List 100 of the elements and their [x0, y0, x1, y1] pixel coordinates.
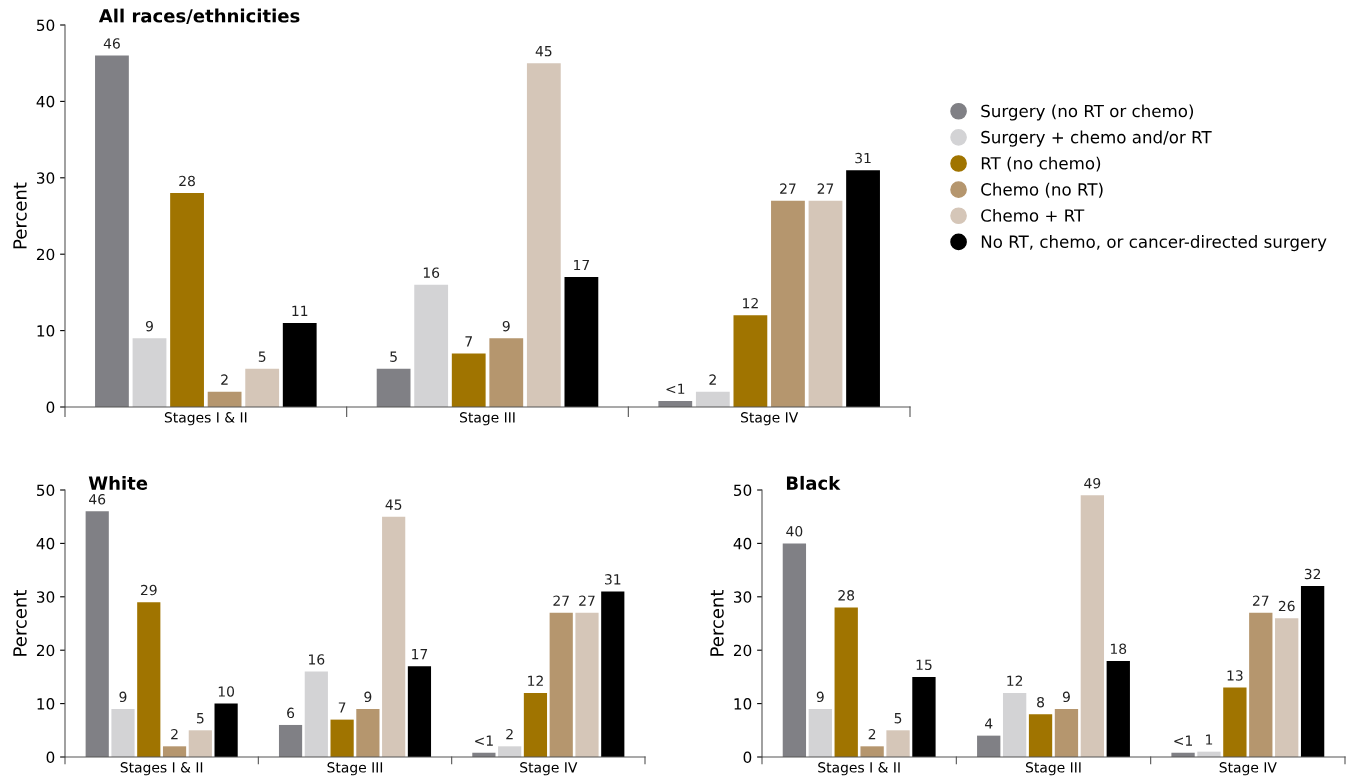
bar — [1223, 687, 1247, 757]
data-label: 12 — [743, 297, 758, 309]
data-label: 40 — [786, 526, 803, 537]
bar — [1106, 660, 1130, 757]
bar — [1028, 714, 1053, 757]
data-label: 12 — [1007, 675, 1023, 686]
y-tick-label: 40 — [36, 537, 55, 550]
bar — [526, 63, 561, 407]
y-tick-label: 50 — [37, 19, 55, 32]
y-tick-label: 0 — [743, 751, 752, 764]
bar — [376, 368, 411, 407]
data-label: 9 — [502, 320, 510, 332]
data-label: 31 — [605, 574, 621, 585]
bar — [695, 391, 730, 407]
data-label: 17 — [412, 649, 428, 660]
y-tick-label: 50 — [734, 484, 752, 497]
data-label: 29 — [140, 584, 157, 596]
bar — [523, 692, 548, 757]
y-tick-label: 50 — [37, 484, 55, 497]
data-label: 2 — [868, 728, 876, 740]
bar — [245, 368, 280, 407]
data-label: 49 — [1084, 477, 1101, 489]
x-tick-label: Stages I & II — [818, 762, 900, 776]
y-axis-title: Percent — [710, 589, 724, 656]
data-label: 2 — [506, 728, 513, 740]
y-tick-label: 40 — [733, 537, 752, 550]
data-label: 46 — [89, 494, 106, 505]
bar — [170, 193, 204, 407]
bar — [278, 724, 303, 757]
legend-label: Chemo + RT — [981, 208, 1085, 222]
y-tick-label: 20 — [733, 644, 752, 657]
y-axis-title: Percent — [13, 182, 27, 249]
data-label: 6 — [287, 707, 295, 719]
data-label: 5 — [894, 713, 902, 724]
data-label: 26 — [1278, 600, 1295, 612]
data-label: <1 — [1174, 735, 1193, 746]
data-label: <1 — [475, 735, 493, 746]
y-tick-label: 30 — [734, 591, 752, 603]
x-tick-label: Stages I & II — [120, 762, 203, 776]
data-label: 7 — [338, 702, 346, 713]
x-tick-label: Stage III — [1025, 762, 1081, 776]
data-label: 16 — [423, 267, 440, 278]
bar — [356, 708, 380, 757]
bar — [575, 612, 599, 757]
bar — [451, 353, 486, 407]
bar — [808, 708, 832, 757]
legend-label: Surgery + chemo and/or RT — [981, 130, 1212, 147]
data-label: 27 — [780, 183, 796, 194]
bar — [846, 170, 880, 407]
bar — [860, 746, 884, 757]
bar — [1080, 495, 1105, 757]
y-tick-label: 30 — [37, 591, 55, 603]
bar — [85, 511, 109, 757]
bar — [782, 543, 807, 757]
bar — [282, 322, 317, 407]
bar — [834, 607, 858, 757]
bar — [407, 666, 432, 757]
bar — [111, 708, 135, 757]
data-label: 9 — [1062, 691, 1070, 703]
bar — [912, 676, 936, 757]
y-tick-label: 10 — [734, 698, 752, 710]
bar — [733, 315, 768, 407]
y-axis-title: Percent — [13, 589, 27, 656]
bar — [1275, 618, 1299, 757]
data-label: 31 — [855, 152, 871, 164]
data-label: 9 — [119, 691, 127, 703]
y-tick-label: 10 — [37, 325, 55, 337]
legend-label: Surgery (no RT or chemo) — [981, 104, 1194, 121]
bar — [886, 730, 910, 757]
data-label: <1 — [666, 383, 685, 394]
legend-label: Chemo (no RT) — [981, 182, 1103, 198]
bar — [1300, 586, 1325, 757]
data-label: 2 — [171, 728, 178, 740]
bar — [382, 516, 406, 757]
bar — [304, 671, 328, 757]
x-tick-label: Stage III — [327, 762, 383, 776]
bar — [207, 391, 242, 407]
y-tick-label: 0 — [46, 401, 55, 414]
data-label: 45 — [385, 499, 402, 510]
bar — [188, 730, 212, 757]
bar — [137, 602, 161, 757]
y-tick-label: 20 — [36, 644, 55, 657]
data-label: 28 — [838, 590, 855, 601]
bar — [95, 55, 129, 407]
bar — [977, 735, 1001, 757]
bar — [771, 200, 805, 407]
bar — [498, 746, 522, 757]
data-label: 5 — [258, 351, 266, 362]
data-label: 11 — [292, 305, 308, 316]
data-label: 2 — [221, 374, 228, 385]
data-label: 2 — [709, 374, 716, 385]
data-label: 9 — [145, 320, 153, 332]
bar — [162, 746, 187, 757]
data-label: 17 — [574, 259, 590, 271]
data-label: 12 — [528, 675, 543, 686]
data-label: 27 — [579, 595, 595, 606]
bar — [132, 338, 167, 407]
x-tick-label: Stage IV — [520, 762, 578, 776]
y-tick-label: 30 — [37, 172, 55, 184]
chart-title: All races/ethnicities — [98, 8, 300, 25]
